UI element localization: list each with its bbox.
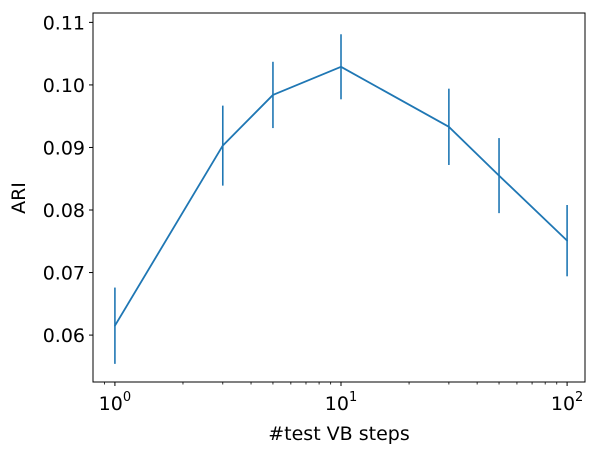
x-tick-base: 10 bbox=[325, 393, 349, 415]
series-lines bbox=[114, 65, 568, 327]
y-tick-label: 0.09 bbox=[43, 137, 85, 159]
x-tick-label: 101 bbox=[325, 390, 357, 415]
x-tick-label: 102 bbox=[551, 390, 583, 415]
x-tick-exponent: 1 bbox=[349, 390, 357, 405]
y-axis-ticks: 0.06 0.07 0.08 0.09 0.10 0.11 bbox=[43, 12, 93, 347]
y-tick-label: 0.08 bbox=[43, 200, 85, 222]
x-axis-ticks: 100 101 102 bbox=[99, 382, 583, 415]
x-tick-label: 100 bbox=[99, 390, 131, 415]
plot-background bbox=[93, 13, 585, 382]
x-tick-exponent: 2 bbox=[575, 390, 583, 405]
y-axis-label: ARI bbox=[8, 182, 30, 214]
y-tick-label: 0.11 bbox=[43, 12, 85, 34]
x-tick-exponent: 0 bbox=[123, 390, 131, 405]
x-axis-minor-ticks bbox=[104, 382, 558, 385]
x-tick-base: 10 bbox=[551, 393, 575, 415]
y-tick-label: 0.10 bbox=[43, 75, 85, 97]
x-tick-base: 10 bbox=[99, 393, 123, 415]
y-tick-label: 0.07 bbox=[43, 263, 85, 285]
y-tick-label: 0.06 bbox=[43, 325, 85, 347]
x-axis-label: #test VB steps bbox=[268, 423, 410, 445]
plot-frame bbox=[92, 12, 586, 383]
